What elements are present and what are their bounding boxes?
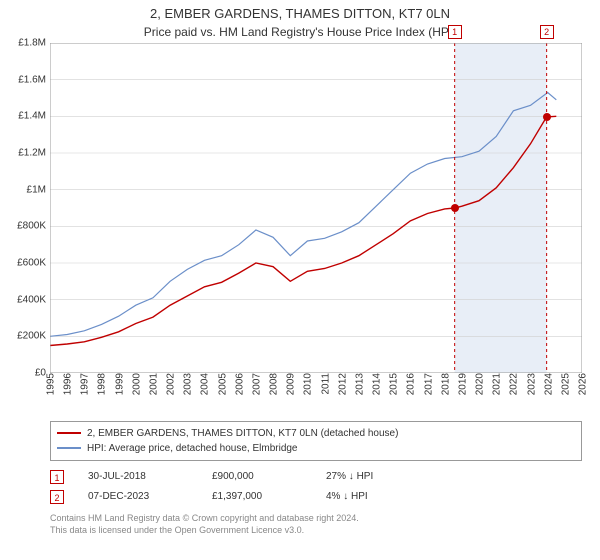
x-axis-label: 2013: [352, 373, 365, 395]
event-price: £900,000: [212, 471, 302, 482]
x-axis-label: 2001: [146, 373, 159, 395]
x-axis-label: 2010: [301, 373, 314, 395]
x-axis-label: 2020: [473, 373, 486, 395]
y-axis-label: £1.2M: [18, 147, 50, 158]
event-change: 4% ↓ HPI: [326, 491, 426, 502]
x-axis-label: 2017: [421, 373, 434, 395]
legend-swatch: [57, 432, 81, 434]
y-axis-label: £800K: [17, 221, 50, 232]
x-axis-label: 2016: [404, 373, 417, 395]
x-axis-label: 2021: [490, 373, 503, 395]
data-point-dot: [451, 204, 459, 212]
y-axis-label: £1.6M: [18, 74, 50, 85]
event-date: 30-JUL-2018: [88, 471, 188, 482]
x-axis-label: 2026: [576, 373, 589, 395]
x-axis-label: 2002: [164, 373, 177, 395]
events-table: 1 30-JUL-2018 £900,000 27% ↓ HPI 2 07-DEC-202…: [50, 467, 582, 507]
footnote-line-1: Contains HM Land Registry data © Crown c…: [50, 513, 582, 525]
chart-plot-area: £0£200K£400K£600K£800K£1M£1.2M£1.4M£1.6M…: [50, 43, 582, 373]
event-marker-box: 2: [50, 490, 64, 504]
y-axis-label: £1.8M: [18, 37, 50, 48]
legend-label: HPI: Average price, detached house, Elmb…: [87, 441, 298, 456]
event-date: 07-DEC-2023: [88, 491, 188, 502]
x-axis-label: 2024: [541, 373, 554, 395]
x-axis-label: 2000: [129, 373, 142, 395]
chart-title: 2, EMBER GARDENS, THAMES DITTON, KT7 0LN: [0, 0, 600, 23]
x-axis-label: 2015: [387, 373, 400, 395]
x-axis-label: 1995: [44, 373, 57, 395]
x-axis-label: 2008: [267, 373, 280, 395]
legend-swatch: [57, 447, 81, 449]
x-axis-label: 2014: [370, 373, 383, 395]
x-axis-label: 2023: [524, 373, 537, 395]
x-axis-label: 2022: [507, 373, 520, 395]
x-axis-label: 1998: [95, 373, 108, 395]
event-row: 1 30-JUL-2018 £900,000 27% ↓ HPI: [50, 467, 582, 487]
data-point-dot: [543, 113, 551, 121]
legend-label: 2, EMBER GARDENS, THAMES DITTON, KT7 0LN…: [87, 426, 398, 441]
x-axis-label: 2011: [318, 373, 331, 395]
legend: 2, EMBER GARDENS, THAMES DITTON, KT7 0LN…: [50, 421, 582, 461]
x-axis-label: 2019: [455, 373, 468, 395]
event-change: 27% ↓ HPI: [326, 471, 426, 482]
event-marker-1: 1: [448, 25, 462, 39]
x-axis-label: 2012: [335, 373, 348, 395]
x-axis-label: 2018: [438, 373, 451, 395]
y-axis-label: £600K: [17, 257, 50, 268]
y-axis-label: £1.4M: [18, 111, 50, 122]
x-axis-label: 2003: [181, 373, 194, 395]
legend-item: 2, EMBER GARDENS, THAMES DITTON, KT7 0LN…: [57, 426, 575, 441]
event-price: £1,397,000: [212, 491, 302, 502]
x-axis-label: 1997: [78, 373, 91, 395]
footnote-line-2: This data is licensed under the Open Gov…: [50, 525, 582, 537]
legend-item: HPI: Average price, detached house, Elmb…: [57, 441, 575, 456]
x-axis-label: 2006: [232, 373, 245, 395]
y-axis-label: £1M: [27, 184, 50, 195]
chart-svg: [50, 43, 582, 373]
x-axis-label: 2005: [215, 373, 228, 395]
event-row: 2 07-DEC-2023 £1,397,000 4% ↓ HPI: [50, 487, 582, 507]
chart-subtitle: Price paid vs. HM Land Registry's House …: [0, 23, 600, 43]
footnote: Contains HM Land Registry data © Crown c…: [50, 513, 582, 536]
x-axis-label: 1999: [112, 373, 125, 395]
event-marker-box: 1: [50, 470, 64, 484]
x-axis-label: 1996: [61, 373, 74, 395]
y-axis-label: £200K: [17, 331, 50, 342]
x-axis-label: 2009: [284, 373, 297, 395]
x-axis-label: 2025: [558, 373, 571, 395]
x-axis-label: 2007: [249, 373, 262, 395]
y-axis-label: £400K: [17, 294, 50, 305]
x-axis-label: 2004: [198, 373, 211, 395]
event-marker-2: 2: [540, 25, 554, 39]
